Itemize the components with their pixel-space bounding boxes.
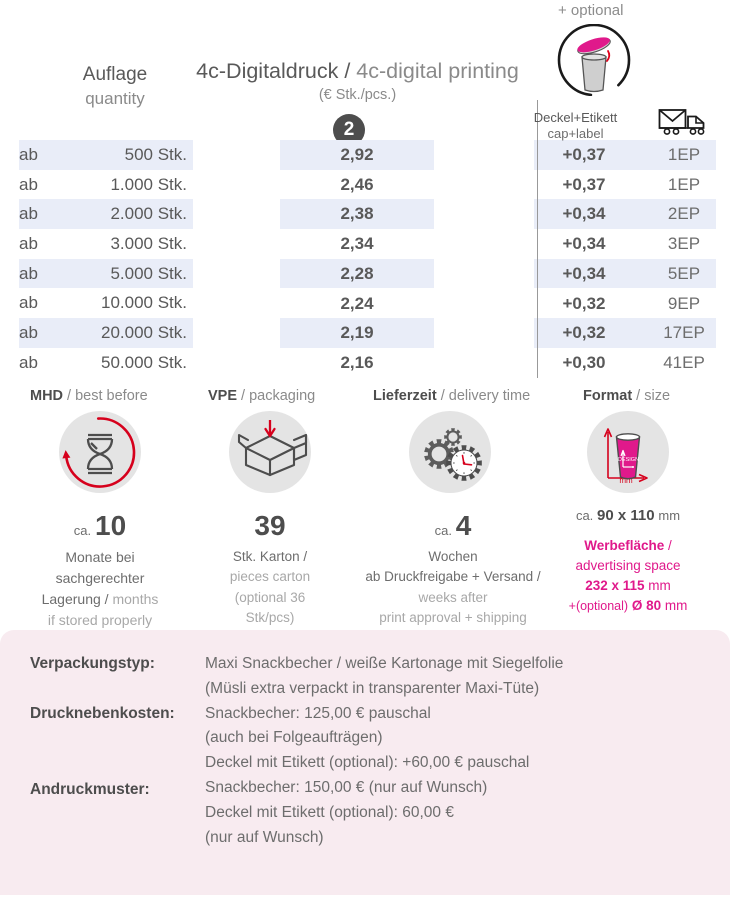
svg-text:DESIGN: DESIGN (618, 457, 639, 463)
